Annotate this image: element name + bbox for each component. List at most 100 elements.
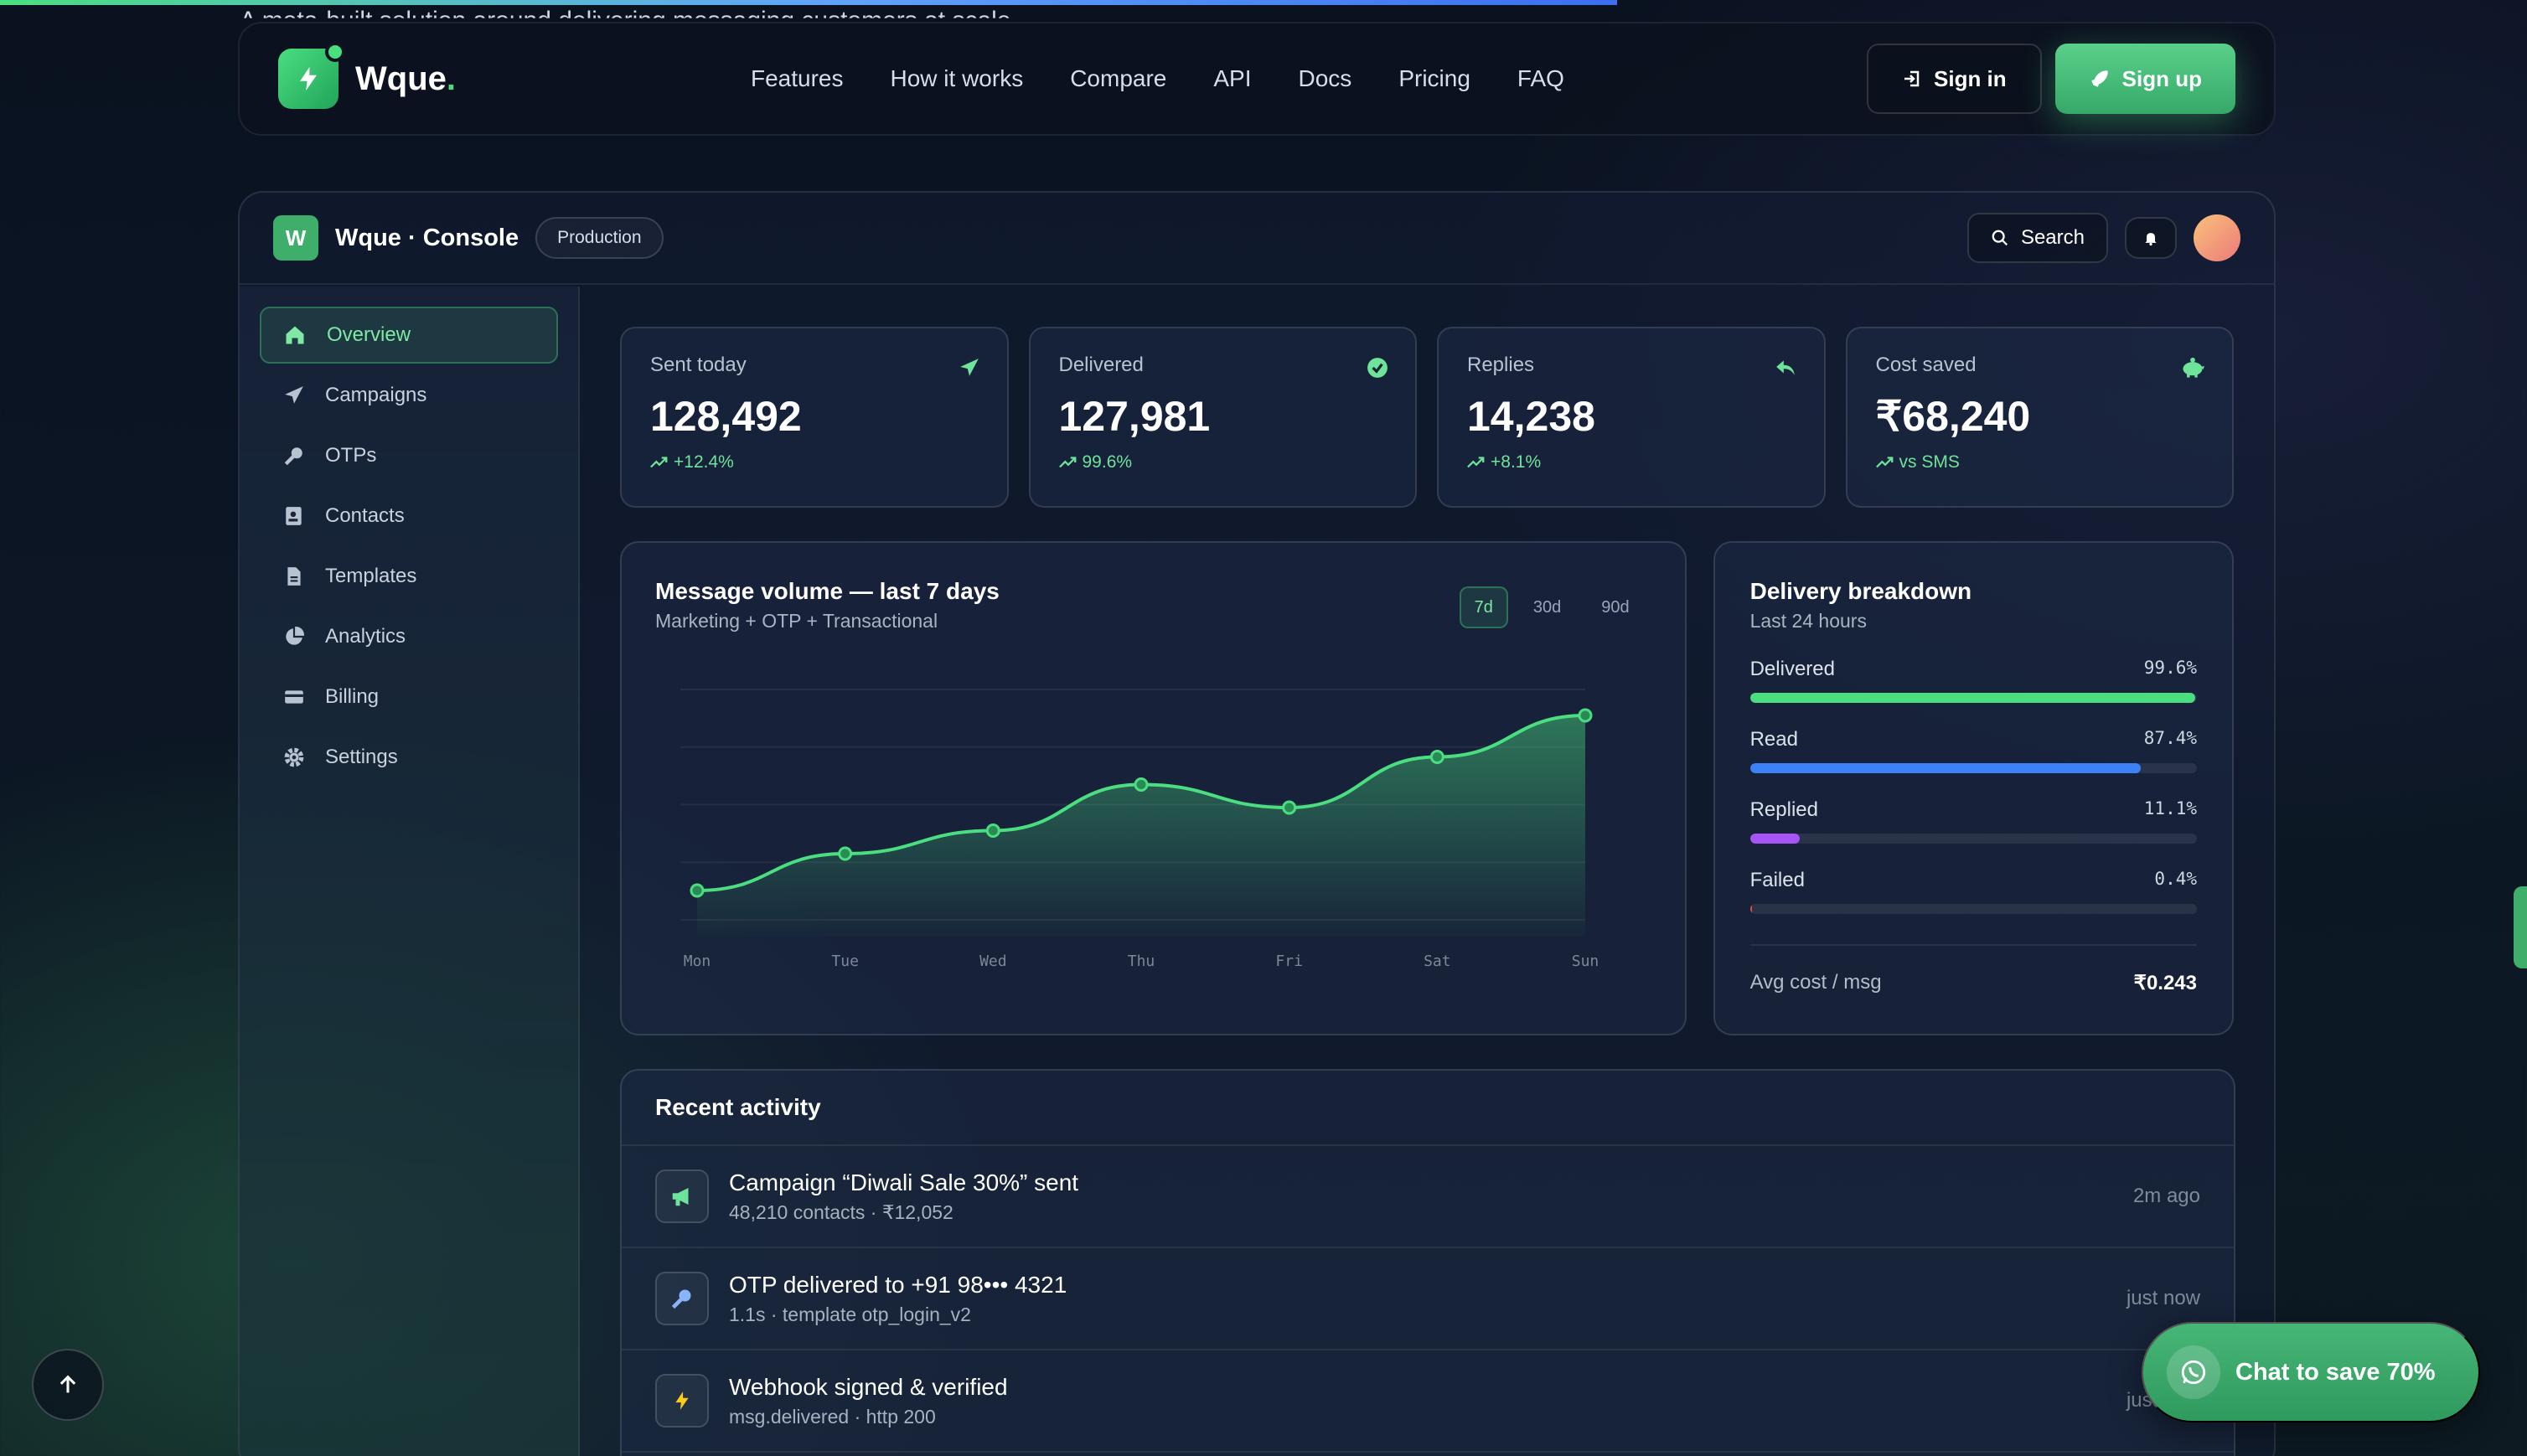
breakdown-row-failed: Failed 0.4%	[1749, 869, 2197, 914]
trend-up-icon	[1467, 457, 1485, 468]
stat-value: ₹68,240	[1875, 393, 2031, 440]
breakdown-track	[1749, 834, 2197, 844]
divider	[1749, 944, 2197, 946]
sidebar-item-otps[interactable]: OTPs	[260, 427, 558, 484]
activity-time: just now	[2126, 1287, 2200, 1309]
dashboard-main: Sent today 128,492 +12.4% Delivered 127,…	[620, 327, 2235, 1456]
brand[interactable]: Wque.	[278, 42, 456, 109]
search-icon	[1992, 230, 2008, 246]
sidebar-item-settings[interactable]: Settings	[260, 729, 558, 786]
nav-links: Features How it works Compare API Docs P…	[751, 23, 1564, 134]
hero-text-behind-nav: A meta-built solution around delivering …	[240, 7, 1011, 34]
feedback-edge-tab[interactable]	[2514, 886, 2527, 968]
activity-subtext: msg.delivered · http 200	[729, 1405, 936, 1428]
search-button[interactable]: Search	[1966, 213, 2108, 263]
breakdown-row-read: Read 87.4%	[1749, 728, 2197, 773]
bolt-icon	[655, 1374, 709, 1428]
console-window: W Wque · Console Production Search Overv…	[238, 191, 2276, 1456]
console-header: W Wque · Console Production Search	[240, 193, 2274, 285]
paper-plane-icon	[959, 359, 979, 376]
trend-up-icon	[1058, 457, 1076, 468]
nav-link-compare[interactable]: Compare	[1070, 65, 1167, 91]
rocket-icon	[2090, 70, 2108, 87]
stat-value: 127,981	[1058, 393, 1211, 440]
chart-x-tick-label: Fri	[1275, 953, 1303, 970]
sidebar-item-contacts[interactable]: Contacts	[260, 488, 558, 545]
nav-link-features[interactable]: Features	[751, 65, 844, 91]
sign-up-button[interactable]: Sign up	[2054, 44, 2235, 114]
chat-button[interactable]: Chat to save 70%	[2142, 1322, 2480, 1422]
chart-title: Message volume — last 7 days	[655, 578, 1000, 604]
breakdown-label: Replied	[1749, 798, 1818, 821]
nav-link-how-it-works[interactable]: How it works	[890, 65, 1024, 91]
activity-time: 2m ago	[2132, 1185, 2200, 1207]
breakdown-label: Failed	[1749, 869, 1805, 891]
environment-badge[interactable]: Production	[535, 217, 664, 259]
arrow-up-icon	[59, 1375, 76, 1393]
sidebar-item-overview[interactable]: Overview	[260, 307, 558, 364]
range-tab-90d[interactable]: 90d	[1601, 597, 1630, 617]
top-navbar: Wque. Features How it works Compare API …	[238, 22, 2276, 136]
delivery-breakdown-card: Delivery breakdown Last 24 hours Deliver…	[1713, 541, 2234, 1035]
chart-x-tick-label: Sat	[1424, 953, 1451, 970]
chart-x-tick-label: Wed	[979, 953, 1007, 970]
brand-name: Wque.	[355, 59, 456, 97]
breakdown-pct: 87.4%	[2143, 728, 2197, 748]
chart-x-tick-label: Sun	[1572, 953, 1599, 970]
chart-x-tick-label: Tue	[831, 953, 859, 970]
key-icon	[655, 1272, 709, 1325]
sign-in-button[interactable]: Sign in	[1867, 44, 2042, 114]
chart-point	[1134, 777, 1149, 792]
breakdown-label: Delivered	[1749, 658, 1835, 680]
activity-text: Campaign “Diwali Sale 30%” sent 48,210 c…	[729, 1169, 1078, 1224]
breakdown-bar	[1749, 693, 2195, 703]
piggy-bank-icon	[2183, 357, 2204, 378]
chart-point	[985, 824, 1000, 838]
breakdown-pct: 11.1%	[2143, 798, 2197, 818]
reply-icon	[1775, 360, 1795, 375]
sign-in-icon	[1904, 70, 1920, 87]
nav-link-pricing[interactable]: Pricing	[1398, 65, 1470, 91]
range-tab-7d[interactable]: 7d	[1459, 586, 1508, 628]
activity-subtext: 1.1s · template otp_login_v2	[729, 1303, 971, 1325]
activity-title-text: Campaign “Diwali Sale 30%” sent	[729, 1169, 1079, 1195]
nav-actions: Sign in Sign up	[1867, 44, 2235, 114]
notifications-button[interactable]	[2125, 217, 2177, 259]
scroll-to-top-button[interactable]	[32, 1349, 104, 1421]
chart-x-tick-label: Mon	[684, 953, 711, 970]
stat-value: 128,492	[650, 393, 802, 440]
nav-link-docs[interactable]: Docs	[1298, 65, 1352, 91]
contact-icon	[286, 507, 302, 525]
breakdown-track	[1749, 904, 2197, 914]
nav-link-api[interactable]: API	[1213, 65, 1252, 91]
sidebar-item-analytics[interactable]: Analytics	[260, 608, 558, 665]
activity-title-text: Webhook signed & verified	[729, 1373, 1008, 1400]
sidebar-item-billing[interactable]: Billing	[260, 669, 558, 725]
sidebar-item-templates[interactable]: Templates	[260, 548, 558, 605]
user-avatar[interactable]	[2194, 214, 2240, 261]
stat-label: Delivered	[1058, 354, 1144, 376]
chart-area-fill	[697, 715, 1585, 937]
scroll-progress-fill	[0, 0, 1618, 5]
breakdown-label: Read	[1749, 728, 1798, 751]
gear-icon	[284, 747, 304, 767]
stat-delta: +8.1%	[1467, 452, 1796, 472]
breakdown-row-delivered: Delivered 99.6%	[1749, 658, 2197, 703]
activity-text: Webhook signed & verified msg.delivered …	[729, 1374, 1008, 1428]
activity-title: Recent activity	[622, 1071, 2234, 1146]
chart-point	[1282, 800, 1297, 815]
breakdown-subtitle: Last 24 hours	[1749, 610, 1867, 632]
stat-delta: 99.6%	[1058, 452, 1388, 472]
chart-header: Message volume — last 7 days Marketing +…	[655, 578, 1000, 632]
chart-point	[690, 883, 705, 898]
breakdown-row-replied: Replied 11.1%	[1749, 798, 2197, 844]
activity-row[interactable]: OTP delivered to +91 98••• 4321 1.1s · t…	[622, 1248, 2234, 1350]
activity-row[interactable]: Webhook signed & verified msg.delivered …	[622, 1350, 2234, 1453]
nav-link-faq[interactable]: FAQ	[1517, 65, 1564, 91]
breakdown-track	[1749, 763, 2197, 773]
sidebar-item-campaigns[interactable]: Campaigns	[260, 367, 558, 424]
activity-row[interactable]: Campaign “Diwali Sale 30%” sent 48,210 c…	[622, 1146, 2234, 1248]
credit-card-icon	[285, 690, 303, 704]
range-tab-30d[interactable]: 30d	[1532, 597, 1562, 617]
trend-up-icon	[1875, 457, 1893, 468]
